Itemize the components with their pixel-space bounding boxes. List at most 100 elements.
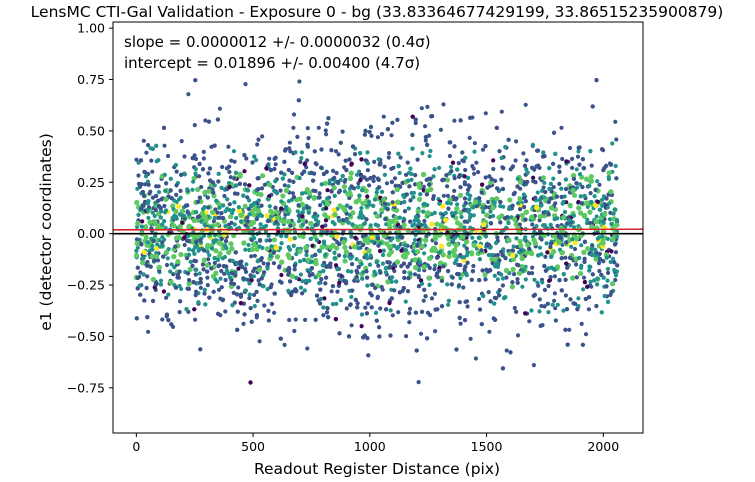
data-point — [296, 213, 301, 218]
data-point — [141, 249, 147, 255]
data-point — [279, 206, 284, 211]
data-point — [147, 191, 152, 196]
data-point — [266, 308, 271, 313]
data-point — [372, 197, 378, 202]
data-point — [221, 203, 226, 208]
data-point — [312, 234, 318, 240]
data-point — [594, 214, 599, 219]
data-point — [421, 209, 426, 214]
data-point — [359, 324, 364, 329]
data-point — [577, 162, 582, 167]
data-point — [570, 275, 576, 281]
data-point — [303, 245, 309, 251]
data-point — [569, 244, 574, 249]
data-point — [149, 253, 155, 259]
data-point — [246, 206, 251, 212]
data-point — [349, 269, 354, 274]
data-point — [313, 260, 319, 267]
data-point — [194, 210, 199, 215]
data-point — [464, 271, 469, 276]
data-point — [535, 148, 540, 153]
data-point — [521, 151, 526, 156]
data-point — [302, 169, 307, 174]
data-point — [295, 134, 300, 139]
data-point — [216, 311, 221, 316]
data-point — [173, 162, 178, 168]
data-point — [413, 264, 419, 271]
data-point — [465, 250, 470, 255]
data-point — [319, 182, 324, 187]
data-point — [286, 255, 293, 261]
data-point — [568, 297, 573, 302]
data-point — [164, 262, 170, 268]
data-point — [243, 82, 248, 87]
data-point — [588, 279, 593, 284]
data-point — [521, 267, 526, 272]
data-point — [593, 219, 600, 225]
data-point — [364, 252, 369, 257]
data-point — [500, 366, 505, 371]
data-point — [608, 210, 613, 215]
data-point — [310, 243, 315, 248]
data-point — [313, 317, 318, 322]
data-point — [580, 184, 585, 190]
data-point — [543, 189, 548, 195]
data-point — [486, 252, 491, 258]
data-point — [610, 236, 616, 242]
data-point — [337, 241, 342, 247]
data-point — [564, 186, 569, 192]
data-point — [572, 225, 577, 230]
data-point — [169, 262, 174, 267]
data-point — [524, 158, 529, 163]
data-point — [277, 279, 283, 284]
plot-frame — [112, 21, 644, 434]
data-point — [227, 202, 232, 207]
data-point — [563, 255, 568, 260]
intercept-annotation: intercept = 0.01896 +/- 0.00400 (4.7σ) — [124, 54, 420, 72]
data-point — [589, 163, 594, 168]
data-point — [337, 188, 342, 193]
data-point — [510, 248, 516, 253]
data-point — [150, 247, 155, 252]
data-point — [532, 292, 538, 297]
data-point — [134, 237, 139, 242]
data-point — [542, 180, 547, 185]
data-point — [582, 280, 588, 285]
data-point — [340, 173, 345, 179]
data-point — [425, 336, 430, 341]
data-point — [334, 233, 340, 240]
data-point — [202, 287, 207, 292]
data-point — [359, 174, 364, 179]
data-point — [261, 284, 266, 289]
data-point — [565, 342, 570, 347]
data-point — [403, 248, 408, 253]
data-point — [321, 305, 326, 310]
data-point — [185, 210, 190, 215]
data-point — [352, 278, 357, 283]
data-point — [177, 310, 182, 315]
data-point — [373, 310, 379, 315]
data-point — [557, 169, 562, 174]
data-point — [600, 197, 605, 202]
data-point — [450, 275, 455, 280]
data-point — [487, 174, 492, 179]
data-point — [300, 217, 306, 223]
data-point — [431, 196, 436, 201]
data-point — [153, 282, 158, 287]
data-point — [368, 253, 373, 258]
data-point — [489, 252, 494, 258]
data-point — [530, 271, 535, 276]
data-point — [272, 166, 277, 172]
data-point — [389, 279, 394, 284]
data-point — [519, 255, 525, 262]
data-point — [369, 293, 374, 298]
data-point — [255, 259, 260, 264]
data-point — [177, 224, 183, 230]
data-point — [318, 287, 323, 292]
data-point — [402, 209, 408, 214]
data-point — [150, 146, 155, 151]
data-point — [559, 250, 565, 256]
data-point — [514, 139, 519, 144]
data-point — [486, 290, 491, 295]
data-point — [479, 322, 484, 327]
